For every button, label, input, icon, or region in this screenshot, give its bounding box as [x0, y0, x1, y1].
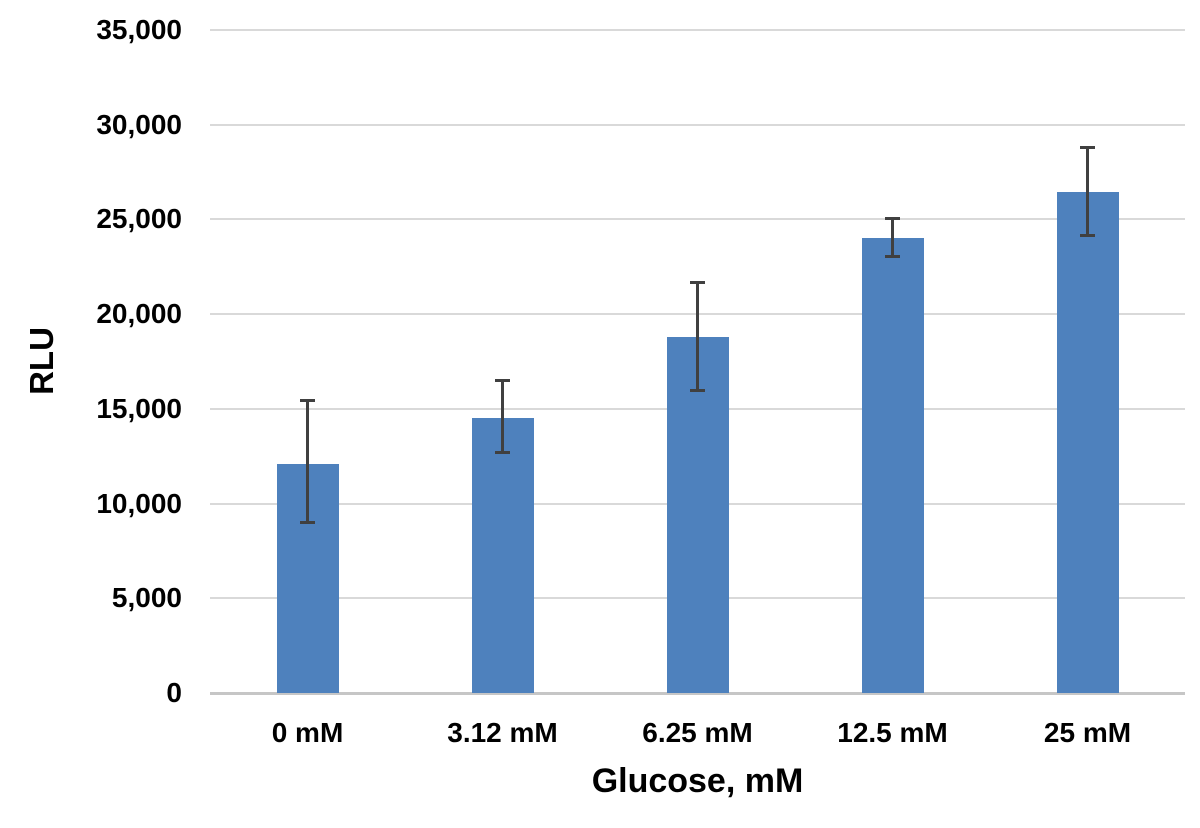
error-bar-bottom-cap [300, 521, 315, 525]
y-tick-label: 20,000 [96, 298, 182, 330]
bar-25-mm [1056, 191, 1119, 693]
error-bar-bottom-cap [690, 388, 705, 392]
bar-3.12-mm [471, 418, 534, 693]
error-bar-line [696, 281, 699, 391]
error-bar-top-cap [1080, 146, 1095, 150]
error-bar-line [1086, 147, 1089, 237]
x-axis-title: Glucose, mM [591, 762, 804, 800]
x-tick-label: 3.12 mM [447, 717, 558, 748]
x-axis-tick-labels: 0 mM 3.12 mM 6.25 mM 12.5 mM 25 mM [210, 716, 1185, 752]
y-tick-label: 0 [166, 677, 182, 708]
gridline [210, 218, 1185, 221]
bar-12.5-mm [861, 238, 924, 693]
error-bar-top-cap [300, 399, 315, 403]
y-tick-label: 10,000 [96, 487, 182, 519]
error-bar-top-cap [495, 379, 510, 383]
error-bar-bottom-cap [885, 255, 900, 259]
y-tick-label: 15,000 [96, 392, 182, 424]
y-tick-label: 35,000 [96, 14, 182, 45]
x-tick-label: 0 mM [271, 717, 344, 748]
plot-area [210, 29, 1185, 695]
y-axis-tick-labels: 0 5,000 10,000 15,000 20,000 25,000 30,000 35,0… [0, 0, 182, 828]
x-tick-label: 12.5 mM [837, 717, 948, 748]
error-bar-line [306, 400, 309, 524]
error-bar-line [501, 380, 504, 454]
error-bar-top-cap [885, 217, 900, 221]
x-axis-line [210, 692, 1185, 695]
error-bar-bottom-cap [495, 451, 510, 455]
y-tick-label: 5,000 [111, 582, 182, 614]
error-bar-top-cap [690, 280, 705, 284]
gridline [210, 29, 1185, 31]
error-bar-bottom-cap [1080, 234, 1095, 238]
bar-6.25-mm [666, 336, 729, 693]
gridline [210, 123, 1185, 126]
x-tick-label: 6.25 mM [642, 717, 753, 748]
y-tick-label: 25,000 [96, 203, 182, 235]
y-tick-label: 30,000 [96, 108, 182, 140]
error-bar-line [891, 218, 894, 258]
x-tick-label: 25 mM [1043, 717, 1132, 748]
